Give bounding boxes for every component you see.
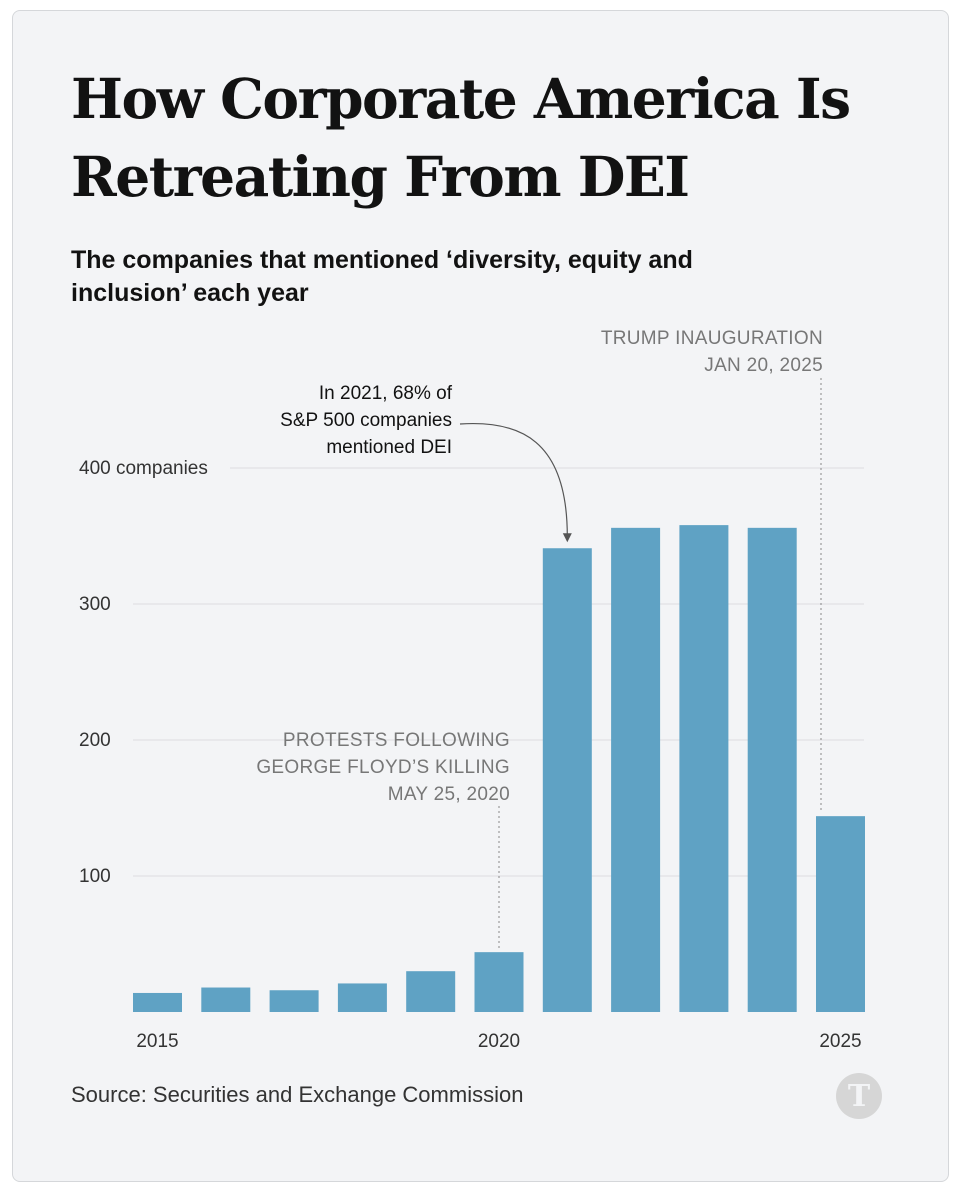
bar-2020 [474,952,524,1012]
arrowhead-icon [562,533,572,543]
bar-2023 [679,525,729,1012]
bar-2019 [406,971,456,1012]
bar-2018 [337,983,387,1012]
bar-2015 [133,992,182,1012]
x-tick-label: 2015 [136,1031,178,1052]
y-tick-label: 200 [79,730,111,751]
source-note: Source: Securities and Exchange Commissi… [71,1082,524,1107]
y-tick-label: 300 [79,594,111,615]
chart-subtitle: The companies that mentioned ‘diversity,… [71,246,693,307]
nyt-logo-icon: T [836,1073,882,1119]
bar-2024 [747,527,797,1012]
bar-2022 [611,527,661,1012]
y-tick-label: 400 companies [79,458,208,479]
bar-2017 [269,990,319,1012]
x-tick-label: 2020 [478,1031,520,1052]
annotation-dei-2021: In 2021, 68% of S&P 500 companies mentione… [280,383,453,458]
bar-2016 [201,987,251,1012]
chart-title: How Corporate America Is Retreating From… [71,66,851,209]
bar-2025 [816,816,865,1012]
x-tick-label: 2025 [819,1031,861,1052]
y-tick-label: 100 [79,866,111,887]
annotation-floyd: PROTESTS FOLLOWING GEORGE FLOYD’S KILLING… [256,730,510,805]
annotation-trump: TRUMP INAUGURATION JAN 20, 2025 [601,328,823,376]
annotation-arrow [459,422,568,537]
bar-2021 [542,548,592,1012]
